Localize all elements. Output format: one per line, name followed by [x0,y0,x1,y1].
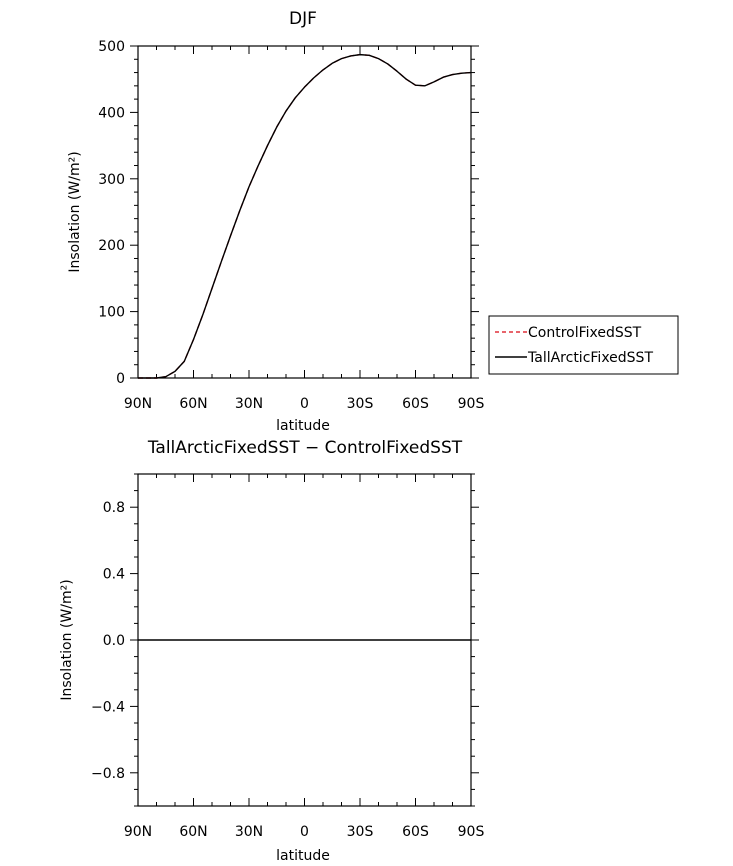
bottom-x-tick-label: 90N [124,824,152,840]
bottom-x-axis-label: latitude [276,848,330,864]
top-y-tick-label: 200 [98,238,125,254]
bottom-x-tick-label: 90S [458,824,485,840]
top-y-tick-label: 300 [98,172,125,188]
top-y-axis-label: Insolation (W/m²) [67,151,83,272]
top-x-tick-label: 90S [458,396,485,412]
bottom-y-tick-label: −0.8 [91,766,125,782]
bottom-x-tick-label: 60S [402,824,429,840]
top-x-tick-label: 90N [124,396,152,412]
top-x-axis-label: latitude [276,418,330,434]
top-series-lines [138,53,472,379]
legend: ControlFixedSST TallArcticFixedSST [488,315,679,375]
bottom-y-tick-label: 0.0 [103,633,125,649]
top-y-tick-label: 500 [98,39,125,55]
bottom-panel: TallArcticFixedSST − ControlFixedSST 90N… [59,438,484,864]
top-series-line-tallarcticfixedsst [138,53,472,379]
top-x-tick-label: 60N [179,396,207,412]
top-y-tick-label: 400 [98,105,125,121]
bottom-x-tick-label: 30S [347,824,374,840]
bottom-y-tick-label: −0.4 [91,699,125,715]
bottom-ticks [130,473,479,807]
bottom-x-tick-label: 60N [179,824,207,840]
bottom-y-tick-label: 0.4 [103,567,125,583]
bottom-y-tick-label: 0.8 [103,500,125,516]
top-plot-frame [137,45,472,379]
top-x-tick-label: 30S [347,396,374,412]
top-y-tick-label: 0 [116,371,125,387]
bottom-y-axis-label: Insolation (W/m²) [59,579,75,700]
bottom-x-tick-labels: 90N 60N 30N 0 30S 60S 90S [124,824,485,840]
top-x-tick-label: 30N [235,396,263,412]
bottom-y-tick-labels: −0.8 −0.4 0.0 0.4 0.8 [91,500,125,782]
top-ticks [130,45,479,379]
legend-box [488,315,679,375]
top-y-tick-labels: 0 100 200 300 400 500 [98,39,125,387]
top-x-tick-label: 0 [300,396,309,412]
bottom-chart-title: TallArcticFixedSST − ControlFixedSST [147,438,463,458]
bottom-y-axis-label-text: Insolation (W/m²) [59,579,75,700]
bottom-x-tick-label: 0 [300,824,309,840]
top-panel: DJF 90N 60N 30N 0 30S 60S 90S 0 100 200 300 400 500… [67,9,484,434]
legend-label-control: ControlFixedSST [528,325,642,341]
top-series-line-controlfixedsst [138,53,472,379]
bottom-plot-frame [137,473,472,807]
top-y-tick-label: 100 [98,305,125,321]
bottom-x-tick-label: 30N [235,824,263,840]
legend-label-tallarctic: TallArcticFixedSST [527,350,653,366]
top-x-tick-label: 60S [402,396,429,412]
top-y-axis-label-text: Insolation (W/m²) [67,151,83,272]
top-chart-title: DJF [289,9,317,29]
top-x-tick-labels: 90N 60N 30N 0 30S 60S 90S [124,396,485,412]
